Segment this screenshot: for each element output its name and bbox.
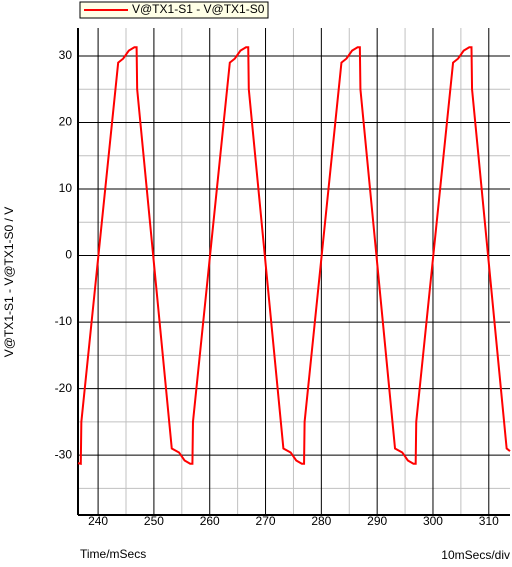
x-tick-label: 310 (479, 514, 499, 528)
legend-box (79, 1, 269, 19)
x-tick-label: 280 (311, 514, 331, 528)
y-tick-label: 20 (59, 115, 73, 129)
y-tick-label: 0 (65, 248, 72, 262)
x-tick-label: 250 (144, 514, 164, 528)
line-series (77, 46, 511, 466)
y-axis-label: V@TX1-S1 - V@TX1-S0 / V (2, 207, 16, 357)
y-tick-label: 30 (59, 48, 73, 62)
y-tick-label: -20 (55, 381, 73, 395)
x-tick-label: 290 (367, 514, 387, 528)
x-scale: 10mSecs/div (441, 548, 510, 562)
x-tick-label: 240 (88, 514, 108, 528)
y-tick-label: -30 (55, 447, 73, 461)
x-tick-label: 270 (256, 514, 276, 528)
y-tick-label: -10 (55, 314, 73, 328)
x-tick-label: 300 (423, 514, 443, 528)
x-axis-label: Time/mSecs (80, 547, 146, 561)
x-tick-label: 260 (200, 514, 220, 528)
legend-label: V@TX1-S1 - V@TX1-S0 (132, 2, 265, 16)
y-tick-label: 10 (59, 181, 73, 195)
